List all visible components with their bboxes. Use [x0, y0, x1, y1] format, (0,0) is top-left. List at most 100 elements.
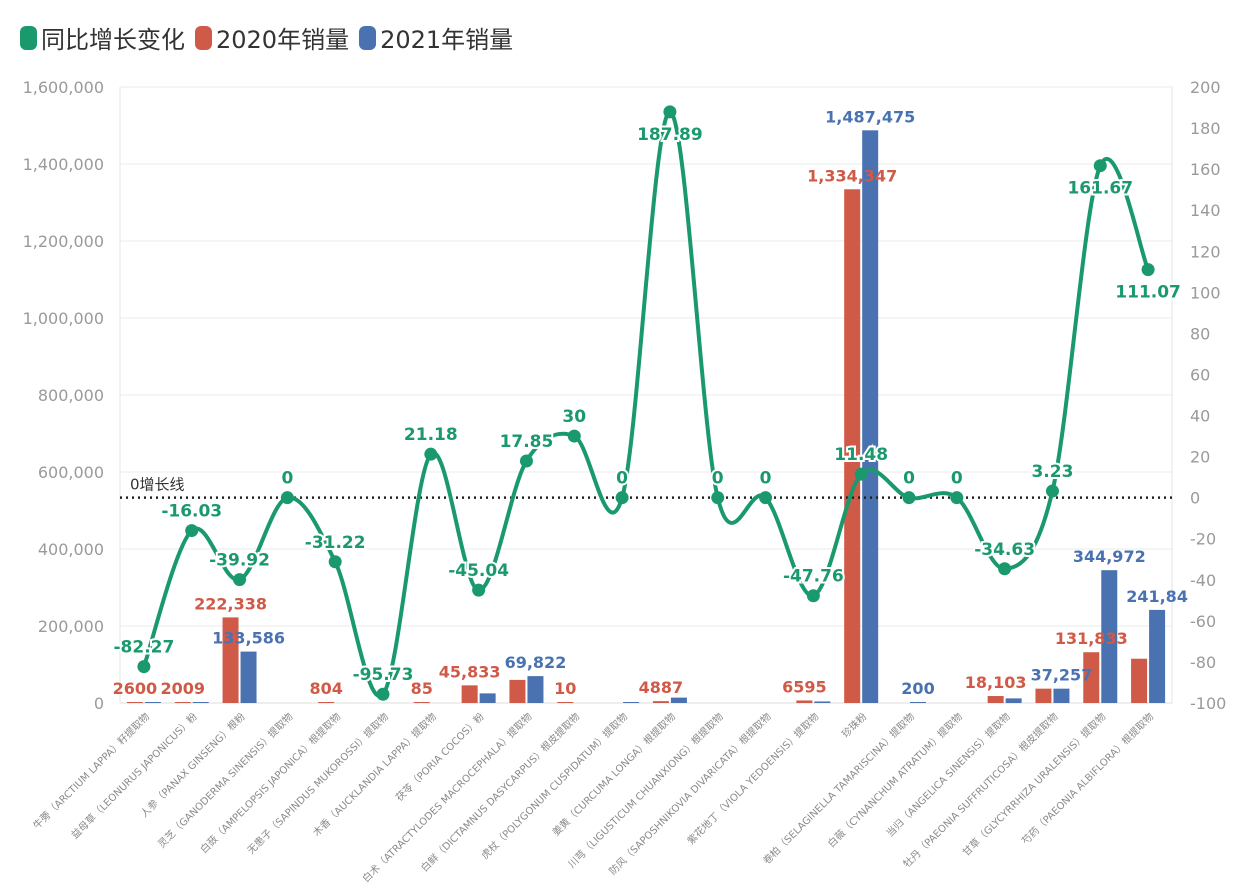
legend-item-2021[interactable]: 2021年销量 — [359, 20, 513, 55]
growth-value-label: -34.63 — [974, 540, 1035, 560]
bar-2020 — [652, 701, 669, 703]
bar-value-label: 1,487,475 — [825, 107, 915, 126]
growth-value-label: 161.67 — [1067, 179, 1133, 199]
y-left-tick-label: 1,600,000 — [23, 78, 104, 97]
x-category-label: 人参（PANAX GINSENG）根粉 — [138, 710, 248, 820]
growth-value-label: 11.48 — [834, 445, 888, 465]
bar-2021 — [1005, 698, 1022, 703]
x-category-label: 白鲜（DICTAMNUS DASYCARPUS）根皮提取物 — [418, 710, 582, 874]
growth-value-label: -39.92 — [209, 551, 270, 571]
bar-2020 — [222, 617, 239, 703]
growth-point — [280, 491, 294, 505]
bar-2021 — [192, 702, 209, 703]
bar-2021 — [479, 693, 496, 703]
bar-value-label: 6595 — [782, 677, 827, 696]
y-right-tick-label: 160 — [1190, 160, 1221, 179]
bar-value-label: 85 — [411, 679, 433, 698]
bar-2021 — [623, 702, 640, 703]
growth-point — [663, 105, 677, 119]
legend-label-2021: 2021年销量 — [380, 26, 514, 54]
data-labels: 2600 2009 222,338 804 85 45,833 10 4887 6595 1,33… — [111, 107, 1188, 698]
growth-value-label: 30 — [562, 407, 586, 427]
bar-value-label: 37,257 — [1031, 666, 1093, 685]
growth-point — [998, 562, 1012, 576]
growth-point — [424, 447, 438, 461]
bar-value-label: 2009 — [160, 679, 205, 698]
bar-series — [126, 130, 1166, 704]
bar-value-label: 45,833 — [439, 662, 501, 681]
growth-point — [902, 491, 916, 505]
legend-label-growth: 同比增长变化 — [41, 26, 185, 54]
y-right-tick-label: -100 — [1190, 694, 1226, 713]
y-left-tick-label: 1,000,000 — [23, 309, 104, 328]
growth-value-label: -47.76 — [783, 567, 844, 587]
y-left-tick-label: 1,400,000 — [23, 155, 104, 174]
bar-2020 — [796, 700, 813, 703]
growth-line-series — [137, 105, 1155, 701]
growth-value-label: 3.23 — [1031, 462, 1073, 482]
growth-value-label: -95.73 — [353, 665, 414, 685]
legend-item-2020[interactable]: 2020年销量 — [195, 20, 349, 55]
zero-growth-label: 0增长线 — [130, 476, 185, 494]
y-right-tick-label: 60 — [1190, 365, 1210, 384]
left-y-axis: 0 200,000 400,000 600,000 800,000 1,000,000 1,… — [23, 78, 104, 713]
bar-value-label: 131,833 — [1055, 629, 1128, 648]
bar-value-label: 18,103 — [965, 673, 1027, 692]
bar-2021 — [670, 697, 687, 703]
legend-label-2020: 2020年销量 — [216, 26, 350, 54]
legend-item-growth[interactable]: 同比增长变化 — [20, 20, 185, 55]
bar-2020 — [126, 701, 143, 703]
bar-value-label: 200 — [901, 679, 934, 698]
bar-value-label: 10 — [554, 679, 576, 698]
y-right-tick-label: 140 — [1190, 201, 1221, 220]
growth-point — [233, 573, 247, 587]
y-right-tick-label: 100 — [1190, 283, 1221, 302]
growth-value-label: -31.22 — [305, 533, 366, 553]
bar-value-label: 241,84 — [1126, 587, 1188, 606]
growth-value-label: 21.18 — [404, 425, 458, 445]
growth-point — [519, 454, 533, 468]
bar-2020 — [174, 702, 191, 703]
legend-swatch-growth — [20, 25, 37, 50]
growth-point — [711, 491, 725, 505]
growth-value-label: 187.89 — [637, 125, 703, 145]
y-left-tick-label: 600,000 — [38, 463, 104, 482]
legend-swatch-2021 — [359, 25, 377, 50]
bar-2020 — [1083, 652, 1100, 703]
growth-point — [567, 429, 581, 443]
growth-value-label: -45.04 — [448, 561, 509, 581]
bar-value-label: 4887 — [639, 678, 684, 697]
growth-line — [142, 109, 1150, 699]
y-right-tick-label: 120 — [1190, 242, 1221, 261]
bar-value-label: 2600 — [113, 679, 158, 698]
chart-legend: 同比增长变化 2020年销量 2021年销量 — [20, 20, 523, 55]
y-left-tick-label: 800,000 — [38, 386, 104, 405]
bar-2020 — [844, 189, 861, 704]
growth-value-label: 0 — [951, 469, 963, 489]
growth-point — [472, 583, 486, 597]
bar-2021 — [862, 130, 879, 703]
bar-value-label: 69,822 — [505, 653, 567, 672]
y-right-tick-label: 200 — [1190, 78, 1221, 97]
growth-value-label: 0 — [760, 469, 772, 489]
growth-point — [376, 687, 390, 701]
growth-point — [806, 589, 820, 603]
growth-value-label: 0 — [712, 469, 724, 489]
bar-2021 — [527, 676, 544, 703]
x-category-label: 茯苓（PORIA COCOS）粉 — [393, 710, 487, 804]
y-left-tick-label: 0 — [94, 694, 104, 713]
x-category-label: 珍珠粉 — [839, 710, 869, 740]
growth-point — [1093, 159, 1107, 173]
growth-value-label: 0 — [903, 469, 915, 489]
growth-value-label: -82.27 — [113, 638, 174, 658]
bar-2020 — [509, 679, 526, 703]
right-y-axis: -100 -80 -60 -40 -20 0 20 40 60 80 100 120 140 160 180… — [1190, 78, 1226, 713]
bar-2021 — [1101, 570, 1118, 703]
growth-value-label: 111.07 — [1115, 283, 1181, 303]
growth-point — [137, 660, 151, 674]
y-left-tick-label: 400,000 — [38, 540, 104, 559]
x-category-label: 白术（ATRACTYLODES MACROCEPHALA）提取物 — [359, 710, 534, 885]
growth-value-label: -16.03 — [161, 502, 222, 522]
